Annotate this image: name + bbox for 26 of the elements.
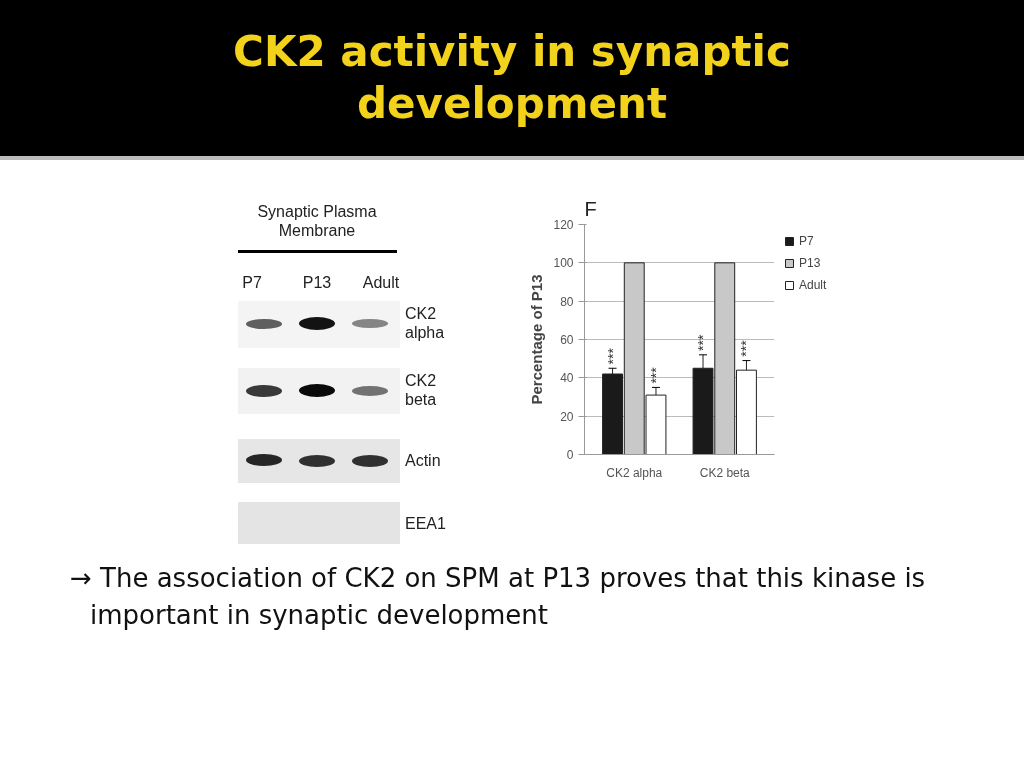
y-tick-label: 100: [553, 256, 574, 271]
legend-label: P13: [799, 256, 821, 270]
text: Adult: [362, 273, 400, 293]
annotation: ***: [738, 339, 755, 357]
y-tick-label: 20: [560, 409, 574, 424]
annotation: ***: [695, 334, 712, 351]
chart-title: CK2 activity in synaptic development: [0, 0, 1024, 160]
text: Actin: [405, 451, 441, 471]
y-tick-label: 80: [560, 294, 574, 309]
legend-label: P7: [799, 234, 815, 248]
legend-label: Adult: [799, 278, 827, 292]
text: EEA1: [405, 514, 446, 534]
y-axis-title: Percentage of P13: [528, 274, 546, 405]
text: Synaptic Plasma Membrane: [257, 201, 377, 241]
y-tick-label: 40: [560, 371, 574, 386]
text: P7: [242, 273, 262, 293]
text: → The association of CK2 on SPM at P13 proves that this kinase is important in synaptic development: [70, 562, 927, 633]
y-tick-label: 0: [566, 448, 574, 462]
text: F: [584, 197, 597, 220]
annotation: ***: [647, 366, 664, 384]
y-tick-label: 120: [553, 218, 574, 232]
text: CK2 beta: [405, 370, 437, 410]
annotation: ***: [604, 347, 621, 365]
text: CK2 alpha: [405, 303, 445, 343]
text: P13: [302, 273, 332, 293]
y-tick-label: 60: [560, 333, 574, 347]
